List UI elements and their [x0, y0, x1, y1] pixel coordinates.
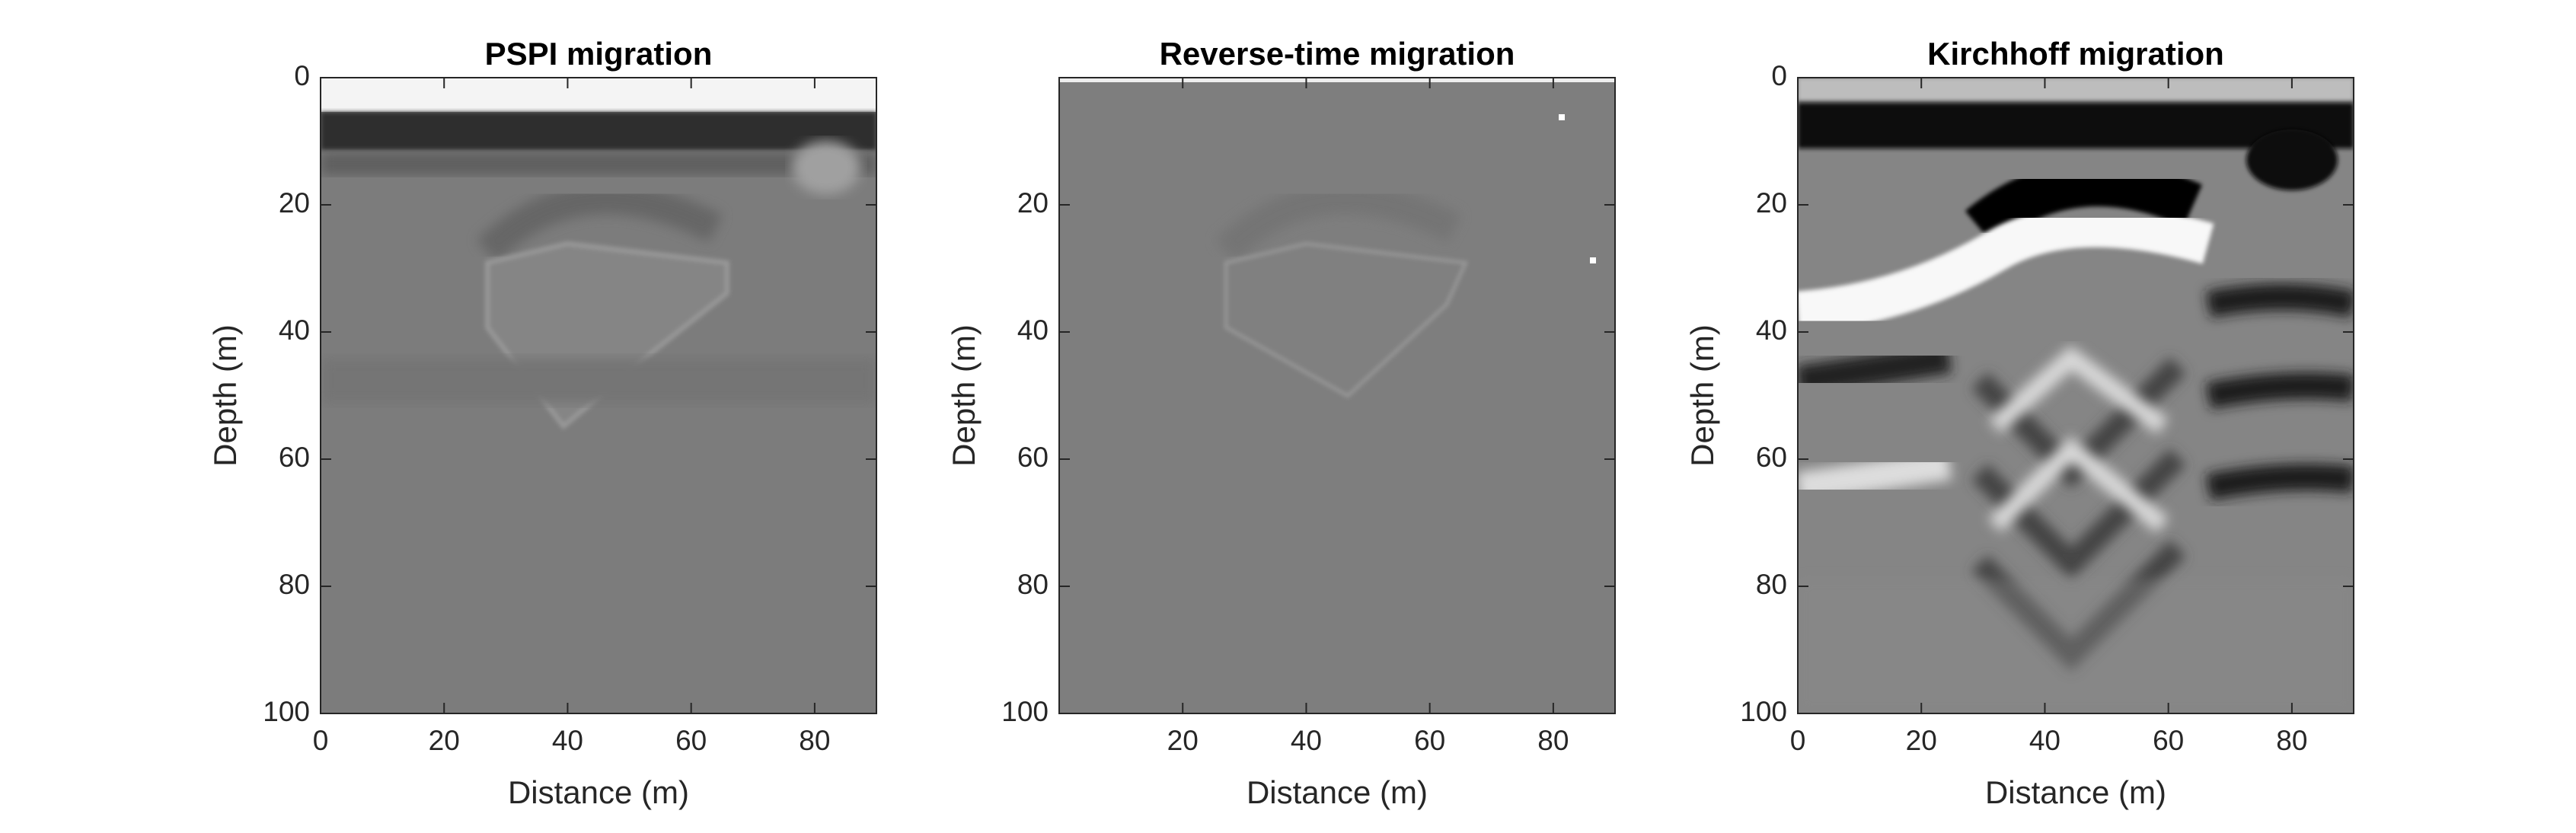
x-tick-label: 80 — [2276, 725, 2307, 756]
seismic-image — [1798, 78, 2354, 713]
y-tick-label: 40 — [1017, 314, 1049, 346]
x-tick-label: 40 — [2029, 725, 2060, 756]
x-tick-label: 0 — [1790, 725, 1806, 756]
x-axis-label: Distance (m) — [1247, 774, 1428, 810]
y-tick-label: 60 — [279, 442, 310, 473]
y-tick-label: 20 — [1756, 187, 1787, 219]
y-axis-label: Depth (m) — [946, 324, 982, 467]
x-tick-label: 20 — [429, 725, 460, 756]
axes-frame — [1058, 77, 1616, 714]
x-tick-label: 20 — [1167, 725, 1199, 756]
x-tick-label: 80 — [1537, 725, 1569, 756]
y-tick-label: 80 — [1756, 569, 1787, 600]
axes-frame — [1797, 77, 2354, 714]
x-tick-label: 60 — [1414, 725, 1445, 756]
seismic-image — [1059, 78, 1615, 713]
x-tick-label: 40 — [552, 725, 583, 756]
x-tick-label: 60 — [675, 725, 707, 756]
y-tick-label: 100 — [1001, 696, 1049, 727]
chart-title: PSPI migration — [485, 36, 713, 72]
y-tick-label: 80 — [1017, 569, 1049, 600]
x-tick-label: 80 — [799, 725, 830, 756]
seismic-image — [321, 78, 876, 713]
x-axis-label: Distance (m) — [1985, 774, 2166, 810]
x-tick-label: 60 — [2153, 725, 2184, 756]
y-tick-label: 80 — [279, 569, 310, 600]
y-tick-label: 0 — [294, 60, 310, 91]
x-axis-label: Distance (m) — [508, 774, 689, 810]
y-tick-label: 60 — [1756, 442, 1787, 473]
chart-title: Kirchhoff migration — [1927, 36, 2224, 72]
axes-frame — [320, 77, 877, 714]
y-axis-label: Depth (m) — [1684, 324, 1720, 467]
y-tick-label: 0 — [1771, 60, 1787, 91]
chart-title: Reverse-time migration — [1160, 36, 1515, 72]
x-tick-label: 40 — [1291, 725, 1322, 756]
x-tick-label: 20 — [1906, 725, 1937, 756]
y-tick-label: 40 — [279, 314, 310, 346]
y-tick-label: 60 — [1017, 442, 1049, 473]
y-tick-label: 100 — [1740, 696, 1787, 727]
y-tick-label: 20 — [279, 187, 310, 219]
y-tick-label: 100 — [263, 696, 310, 727]
y-axis-label: Depth (m) — [207, 324, 243, 467]
y-tick-label: 20 — [1017, 187, 1049, 219]
y-tick-label: 40 — [1756, 314, 1787, 346]
x-tick-label: 0 — [313, 725, 329, 756]
